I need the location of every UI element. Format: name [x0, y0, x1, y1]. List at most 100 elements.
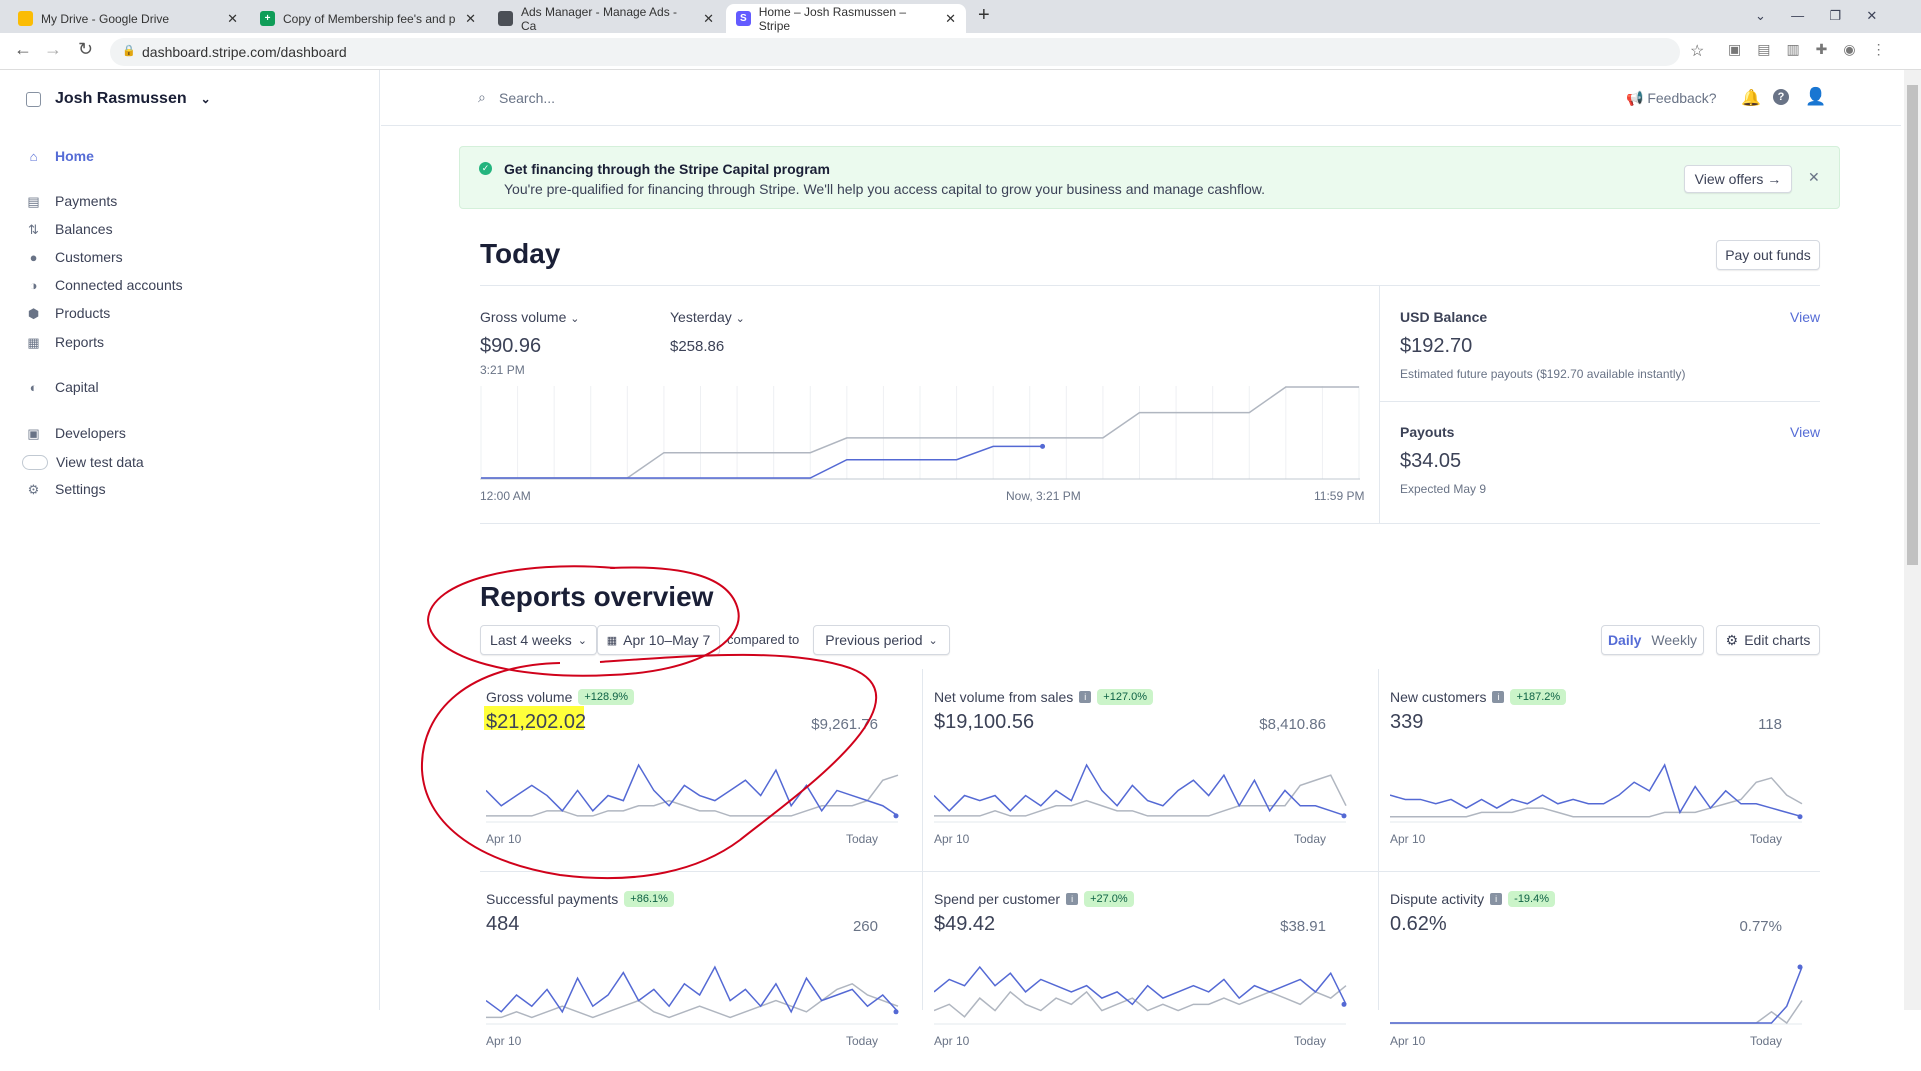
date-picker[interactable]: ▦ Apr 10–May 7 — [597, 625, 720, 655]
chevron-down-icon: ⌄ — [928, 634, 938, 647]
report-card-dispute-activity[interactable]: Dispute activity i -19.4% 0.62% 0.77% Apr … — [1384, 871, 1804, 1071]
daily-button[interactable]: Daily — [1607, 632, 1642, 648]
edit-charts-button[interactable]: ⚙ Edit charts — [1716, 625, 1820, 655]
usd-balance-view-link[interactable]: View — [1790, 309, 1821, 325]
capital-icon: ◐ — [29, 379, 38, 395]
bookmark-star-icon[interactable]: ☆ — [1690, 43, 1705, 60]
account-name: Josh Rasmussen — [55, 90, 187, 107]
compare-label: Yesterday — [670, 309, 732, 325]
close-banner-icon[interactable]: ✕ — [1808, 169, 1820, 185]
interval-toggle: Daily Weekly — [1601, 625, 1704, 655]
tab-stripe-home[interactable]: S Home – Josh Rasmussen – Stripe ✕ — [726, 4, 966, 33]
tab-google-drive[interactable]: My Drive - Google Drive ✕ — [8, 4, 248, 33]
tab-title: My Drive - Google Drive — [41, 11, 170, 26]
card-sparkline — [1390, 964, 1803, 1025]
now-point — [1040, 443, 1046, 449]
sidebar-item-products[interactable]: ⬢ Products — [26, 305, 110, 321]
weekly-button[interactable]: Weekly — [1651, 632, 1698, 648]
sidebar-item-customers[interactable]: ● Customers — [26, 249, 123, 265]
card-value: 0.62% — [1390, 913, 1447, 935]
compare-dropdown[interactable]: Yesterday ⌄ — [670, 309, 745, 325]
report-card-gross-volume[interactable]: Gross volume +128.9% $21,202.02 $9,261.76… — [480, 669, 900, 869]
sidebar-item-reports[interactable]: ▦ Reports — [26, 334, 104, 350]
info-icon[interactable]: i — [1079, 691, 1092, 703]
card-value: 339 — [1390, 711, 1424, 733]
account-user-icon[interactable]: 👤 — [1805, 87, 1827, 106]
gross-volume-dropdown[interactable]: Gross volume ⌄ — [480, 309, 579, 325]
feedback-label: Feedback? — [1647, 90, 1717, 106]
sidebar-item-label: Developers — [55, 425, 126, 441]
current-point — [893, 813, 899, 819]
sidebar-item-balances[interactable]: ⇅ Balances — [26, 221, 113, 237]
close-icon[interactable]: ✕ — [945, 10, 956, 26]
view-offers-button[interactable]: View offers → — [1684, 165, 1792, 193]
info-icon[interactable]: i — [1066, 893, 1079, 905]
tab-title: Copy of Membership fee's and p — [283, 11, 456, 26]
compare-period-select[interactable]: Previous period ⌄ — [813, 625, 950, 655]
forward-icon[interactable]: → — [44, 39, 62, 59]
extension-icons[interactable]: ▣▤▥✚◉⋮ — [1728, 41, 1902, 57]
payments-icon: ▤ — [27, 193, 40, 209]
compared-to-label: compared to — [727, 632, 800, 647]
sidebar-item-view-test-data[interactable]: View test data — [22, 454, 144, 470]
today-heading: Today — [480, 238, 561, 269]
back-icon[interactable]: ← — [14, 39, 32, 59]
close-icon[interactable]: ✕ — [227, 10, 238, 26]
report-card-spend-per-customer[interactable]: Spend per customer i +27.0% $49.42 $38.91 … — [928, 871, 1348, 1071]
search-input[interactable]: Search... — [499, 90, 556, 106]
card-title-row: New customers i +187.2% — [1390, 689, 1567, 705]
card-title: New customers — [1390, 689, 1487, 705]
sidebar-item-developers[interactable]: ▣ Developers — [26, 425, 126, 441]
toggle-switch[interactable] — [22, 454, 48, 470]
sidebar-item-label: Products — [55, 305, 111, 321]
scrollbar-thumb[interactable] — [1907, 85, 1918, 565]
sidebar-item-settings[interactable]: ⚙ Settings — [26, 481, 106, 497]
sidebar-item-home[interactable]: ⌂ Home — [26, 148, 94, 164]
sidebar-item-payments[interactable]: ▤ Payments — [26, 193, 117, 209]
pay-out-funds-button[interactable]: Pay out funds — [1716, 240, 1820, 270]
help-icon[interactable]: ? — [1773, 89, 1789, 105]
sidebar-item-connected-accounts[interactable]: ◑ Connected accounts — [26, 277, 183, 293]
report-card-net-volume-from-sales[interactable]: Net volume from sales i +127.0% $19,100.56… — [928, 669, 1348, 869]
banner-title: Get financing through the Stripe Capital… — [504, 161, 830, 177]
sidebar-item-label: Connected accounts — [55, 277, 183, 293]
url-field[interactable]: 🔒 dashboard.stripe.com/dashboard — [110, 38, 1680, 66]
series-current — [934, 763, 1347, 817]
change-badge: +128.9% — [578, 689, 635, 705]
date-range-select[interactable]: Last 4 weeks ⌄ — [480, 625, 597, 655]
divider — [480, 871, 1820, 872]
divider — [480, 285, 1820, 286]
sidebar-item-capital[interactable]: ◐ Capital — [26, 379, 99, 395]
window-controls[interactable]: ⌄ — ❐ ✕ — [1755, 8, 1878, 23]
current-point — [1797, 964, 1803, 970]
tab-membership-sheet[interactable]: + Copy of Membership fee's and p ✕ — [250, 4, 486, 33]
close-icon[interactable]: ✕ — [465, 10, 476, 26]
card-sparkline — [934, 965, 1347, 1025]
card-title-row: Net volume from sales i +127.0% — [934, 689, 1154, 705]
report-card-successful-payments[interactable]: Successful payments +86.1% 484 260 Apr 10… — [480, 871, 900, 1071]
tab-ads-manager[interactable]: Ads Manager - Manage Ads - Ca ✕ — [488, 4, 724, 33]
axis-end-label: Today — [1749, 1034, 1782, 1048]
new-tab-button[interactable]: + — [978, 4, 990, 26]
compare-period-label: Previous period — [825, 632, 923, 648]
browser-tab-bar: My Drive - Google Drive ✕ + Copy of Member… — [0, 0, 1921, 33]
balances-icon: ⇅ — [28, 221, 39, 237]
sidebar-item-label: Customers — [55, 249, 123, 265]
feedback-button[interactable]: 📢 Feedback? — [1626, 90, 1717, 107]
today-gross-volume-value: $90.96 — [480, 335, 542, 357]
report-card-new-customers[interactable]: New customers i +187.2% 339 118 Apr 10 Tod… — [1384, 669, 1804, 869]
account-switcher[interactable]: Josh Rasmussen ⌄ — [26, 90, 211, 108]
notifications-bell-icon[interactable]: 🔔 — [1741, 90, 1761, 107]
gear-icon: ⚙ — [1725, 631, 1739, 648]
stripe-icon: S — [736, 11, 751, 26]
card-sparkline — [934, 763, 1347, 823]
sidebar-item-label: Settings — [55, 481, 106, 497]
close-icon[interactable]: ✕ — [703, 10, 714, 26]
reload-icon[interactable]: ↻ — [78, 39, 94, 59]
info-icon[interactable]: i — [1492, 691, 1505, 703]
home-icon: ⌂ — [29, 148, 38, 164]
today-time: 3:21 PM — [480, 363, 525, 377]
lock-icon: 🔒 — [122, 45, 136, 57]
payouts-view-link[interactable]: View — [1790, 424, 1821, 440]
info-icon[interactable]: i — [1490, 893, 1503, 905]
